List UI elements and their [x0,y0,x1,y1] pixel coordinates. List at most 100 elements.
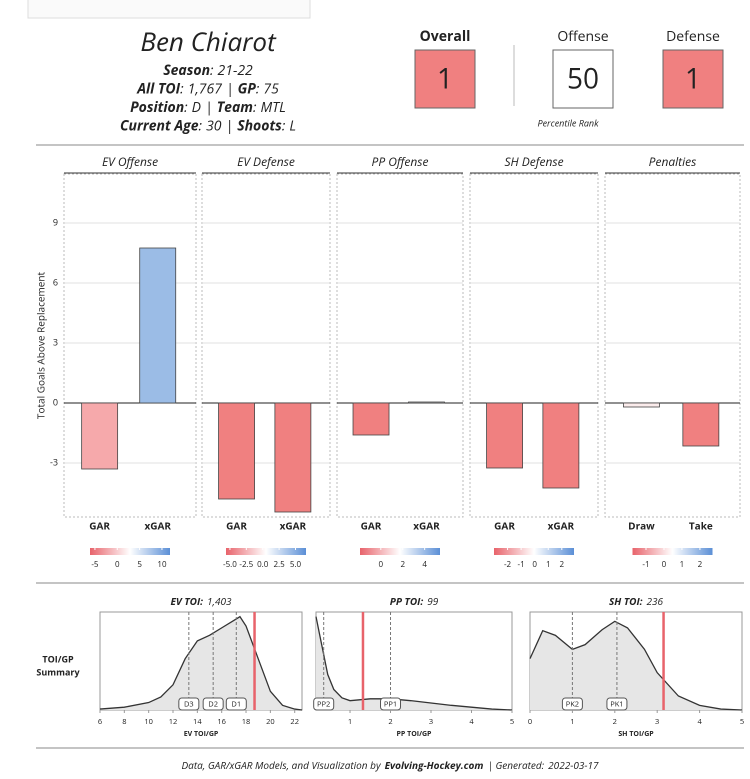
panel-title: PP Offense [372,153,429,170]
header-label: Position [130,98,184,117]
category-label: xGAR [280,519,307,533]
player-name: Ben Chiarot [140,23,277,59]
panel-title: SH TOI: 236 [609,594,664,608]
x-tick-label: 1 [348,717,352,727]
density-curve [529,620,743,711]
header-line: All TOI: 1,767 | GP: 75 [136,79,279,98]
footer-part: Data, GAR/xGAR Models, and Visualization… [182,758,382,772]
header-value: 21-22 [218,61,254,80]
header-value: 1,767 [188,79,223,98]
bar [139,247,177,404]
x-tick-label: 1 [570,717,574,727]
header-value: D [192,98,201,117]
scale-tick-label: 1 [680,559,685,570]
x-tick-label: 4 [469,717,474,727]
footer-part: | Generated: [487,758,544,772]
marker-label: D2 [208,700,218,710]
category-label: xGAR [413,519,440,533]
marker-box [313,697,335,711]
rating-value: 50 [567,59,599,97]
x-tick-label: 3 [429,717,433,727]
header-label: Current Age [120,116,199,135]
panel-frame [469,173,599,518]
title-label: PP TOI: [390,594,424,608]
x-tick-label: 2 [388,717,392,727]
bar [218,402,255,500]
rating-value: 1 [685,59,701,97]
x-tick-label: 22 [290,717,299,727]
bar [486,402,523,469]
scale-tick-label: 0.0 [257,559,269,570]
scale-tick-label: 1 [546,559,551,570]
scale-tick-label: 0 [662,559,667,570]
category-label: Draw [628,519,655,533]
scale-tick-label: 2 [560,559,565,570]
panel-title: PP TOI: 99 [390,594,439,608]
rating-box [414,49,476,109]
header-line: Season: 21-22 [163,61,253,80]
scale-tick-label: -2 [504,559,512,570]
x-axis-label: PP TOI/GP [397,730,433,739]
header-value: 30 [206,116,222,135]
panel-title: EV TOI: 1,403 [170,594,232,608]
rating-box [552,49,614,109]
label-separator: : [180,79,184,98]
scale-tick-label: -5 [91,559,99,570]
scale-tick-label: 4 [422,559,427,570]
category-label: GAR [89,519,110,533]
x-tick-label: 5 [510,717,514,727]
bar [274,402,312,513]
rating-caption: Percentile Rank [537,116,599,129]
scale-tick-label: 0 [532,559,537,570]
header-label: Team [217,98,253,117]
x-tick-label: 8 [122,717,126,727]
rating-value: 1 [437,59,453,97]
header-value: MTL [260,98,285,117]
label-separator: : [282,116,286,135]
scale-tick-label: 5.0 [290,559,302,570]
x-tick-label: 5 [740,717,744,727]
marker-box [178,697,200,711]
bar [408,401,445,404]
title-value: 99 [427,594,439,608]
y-tick-label: 0 [53,395,58,408]
marker-label: PP2 [317,700,330,710]
marker-label: PK1 [610,700,623,710]
panel-frame [201,173,331,518]
x-axis-label: SH TOI/GP [618,730,654,739]
category-label: GAR [226,519,247,533]
color-scale [632,548,713,555]
label-separator: : [199,116,203,135]
scale-tick-label: 2 [698,559,703,570]
x-tick-label: 6 [98,717,102,727]
rating-label: Defense [666,27,720,46]
panel-title: SH Defense [504,153,563,170]
density-area [530,621,742,710]
x-tick-label: 14 [193,717,202,727]
marker-label: PP1 [384,700,397,710]
marker-box [202,697,224,711]
label-separator: : [253,98,257,117]
y-tick-label: 9 [53,215,58,228]
title-value: 236 [647,594,664,608]
y-tick-label: -3 [50,455,58,468]
title-label: EV TOI: [170,594,203,608]
color-scale [226,548,306,555]
title-label: SH TOI: [609,594,643,608]
x-tick-label: 16 [217,717,226,727]
bar [352,402,390,436]
scale-tick-label: 2 [400,559,405,570]
title-value: 1,403 [207,594,232,608]
marker-label: D1 [231,700,241,710]
category-label: xGAR [144,519,171,533]
scale-tick-label: 10 [157,559,167,570]
top-box [27,0,311,19]
x-axis-label: EV TOI/GP [184,730,219,739]
scale-tick-label: -5.0 [223,559,237,570]
item-separator: | [205,98,213,117]
color-scale [360,548,440,555]
density-curve [99,615,303,711]
header-value: L [289,116,296,135]
x-tick-label: 0 [528,717,532,727]
marker-box [225,697,247,711]
